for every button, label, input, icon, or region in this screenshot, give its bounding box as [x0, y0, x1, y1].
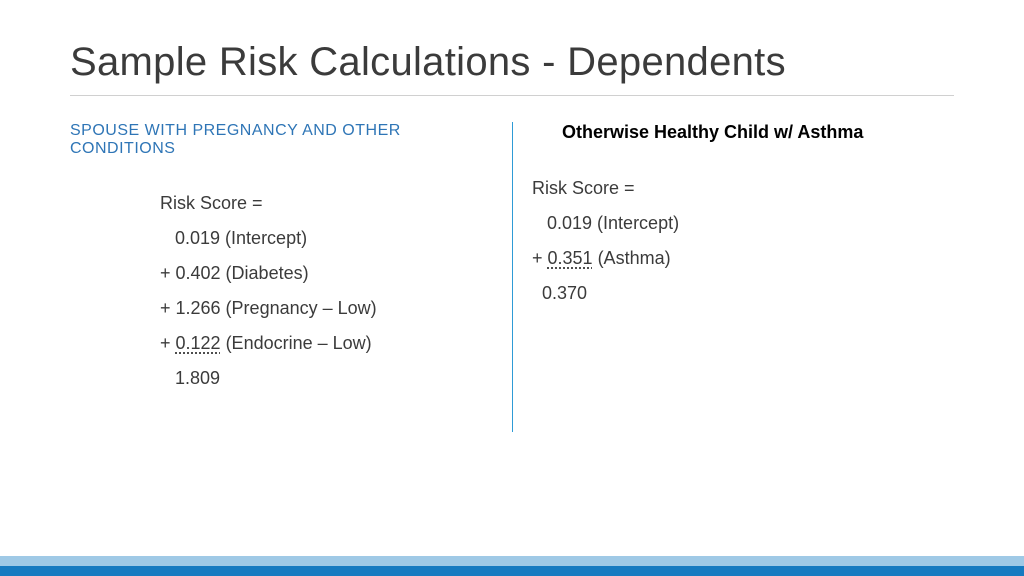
left-diabetes: + 0.402 (Diabetes): [160, 256, 492, 291]
left-subheading: SPOUSE WITH PREGNANCY AND OTHER CONDITIO…: [70, 122, 492, 158]
left-endocrine-value: 0.122: [176, 333, 221, 353]
left-intercept: 0.019 (Intercept): [160, 221, 492, 256]
footer-accent-bar: [0, 556, 1024, 576]
left-calculation: Risk Score = 0.019 (Intercept) + 0.402 (…: [70, 186, 492, 397]
left-endocrine: + 0.122 (Endocrine – Low): [160, 326, 492, 361]
footer-band-bottom: [0, 566, 1024, 576]
left-endocrine-prefix: +: [160, 333, 176, 353]
two-column-layout: SPOUSE WITH PREGNANCY AND OTHER CONDITIO…: [70, 122, 954, 472]
left-column: SPOUSE WITH PREGNANCY AND OTHER CONDITIO…: [70, 122, 512, 472]
left-endocrine-suffix: (Endocrine – Low): [221, 333, 372, 353]
right-asthma-prefix: +: [532, 248, 548, 268]
right-asthma: + 0.351 (Asthma): [532, 241, 954, 276]
right-column: Otherwise Healthy Child w/ Asthma Risk S…: [512, 122, 954, 472]
footer-band-top: [0, 556, 1024, 566]
left-risk-label: Risk Score =: [160, 186, 492, 221]
left-pregnancy: + 1.266 (Pregnancy – Low): [160, 291, 492, 326]
right-subheading: Otherwise Healthy Child w/ Asthma: [532, 122, 954, 143]
column-divider: [512, 122, 513, 432]
left-total: 1.809: [160, 361, 492, 396]
right-asthma-value: 0.351: [548, 248, 593, 268]
right-intercept: 0.019 (Intercept): [532, 206, 954, 241]
right-calculation: Risk Score = 0.019 (Intercept) + 0.351 (…: [532, 171, 954, 311]
right-risk-label: Risk Score =: [532, 171, 954, 206]
right-total: 0.370: [532, 276, 954, 311]
right-asthma-suffix: (Asthma): [593, 248, 671, 268]
slide-container: Sample Risk Calculations - Dependents SP…: [0, 0, 1024, 576]
page-title: Sample Risk Calculations - Dependents: [70, 40, 954, 96]
